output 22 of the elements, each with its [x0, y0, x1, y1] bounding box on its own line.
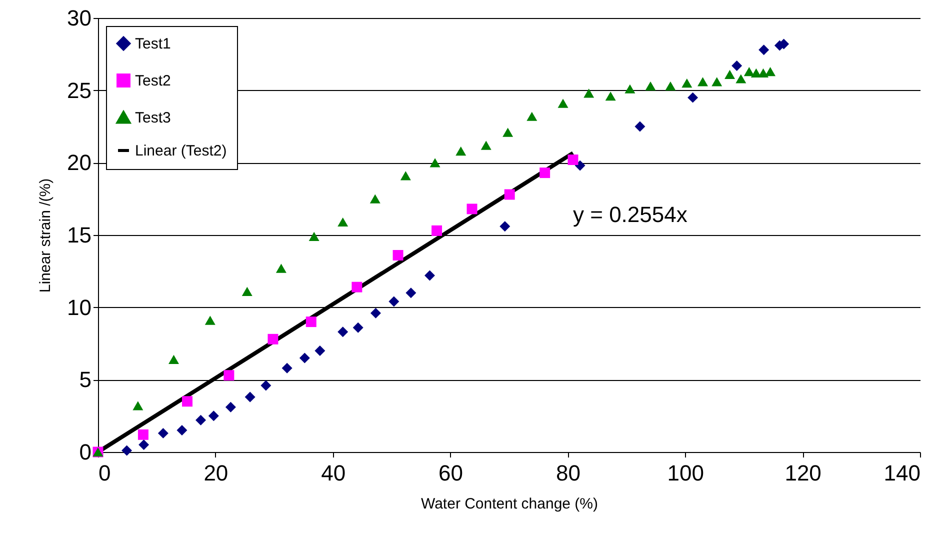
x-tick-label: 20	[204, 460, 228, 486]
legend-label: Test3	[135, 110, 171, 126]
x-axis-title: Water Content change (%)	[420, 496, 598, 512]
x-tick-label: 100	[667, 460, 704, 486]
y-axis-title: Linear strain /(%)	[37, 178, 54, 293]
y-tick-label: 5	[79, 367, 92, 392]
x-tick-label: 40	[321, 460, 346, 486]
y-tick-label: 25	[67, 78, 92, 103]
annotation: y = 0.2554x	[573, 202, 688, 227]
y-tick-label: 20	[67, 150, 92, 176]
y-tick-label: 30	[67, 6, 92, 30]
x-tick-label: 120	[784, 460, 822, 486]
x-tick-label: 0	[98, 460, 111, 486]
x-tick-label: 60	[438, 460, 464, 486]
legend-label: Test2	[135, 72, 171, 90]
x-tick-label: 140	[884, 460, 920, 486]
legend-label: Test1	[135, 36, 171, 52]
y-tick-label: 10	[67, 294, 92, 320]
x-tick-label: 80	[556, 460, 580, 486]
y-tick-label: 0	[79, 440, 92, 464]
legend-label: Linear (Test2)	[135, 142, 227, 160]
y-tick-label: 15	[67, 222, 92, 248]
